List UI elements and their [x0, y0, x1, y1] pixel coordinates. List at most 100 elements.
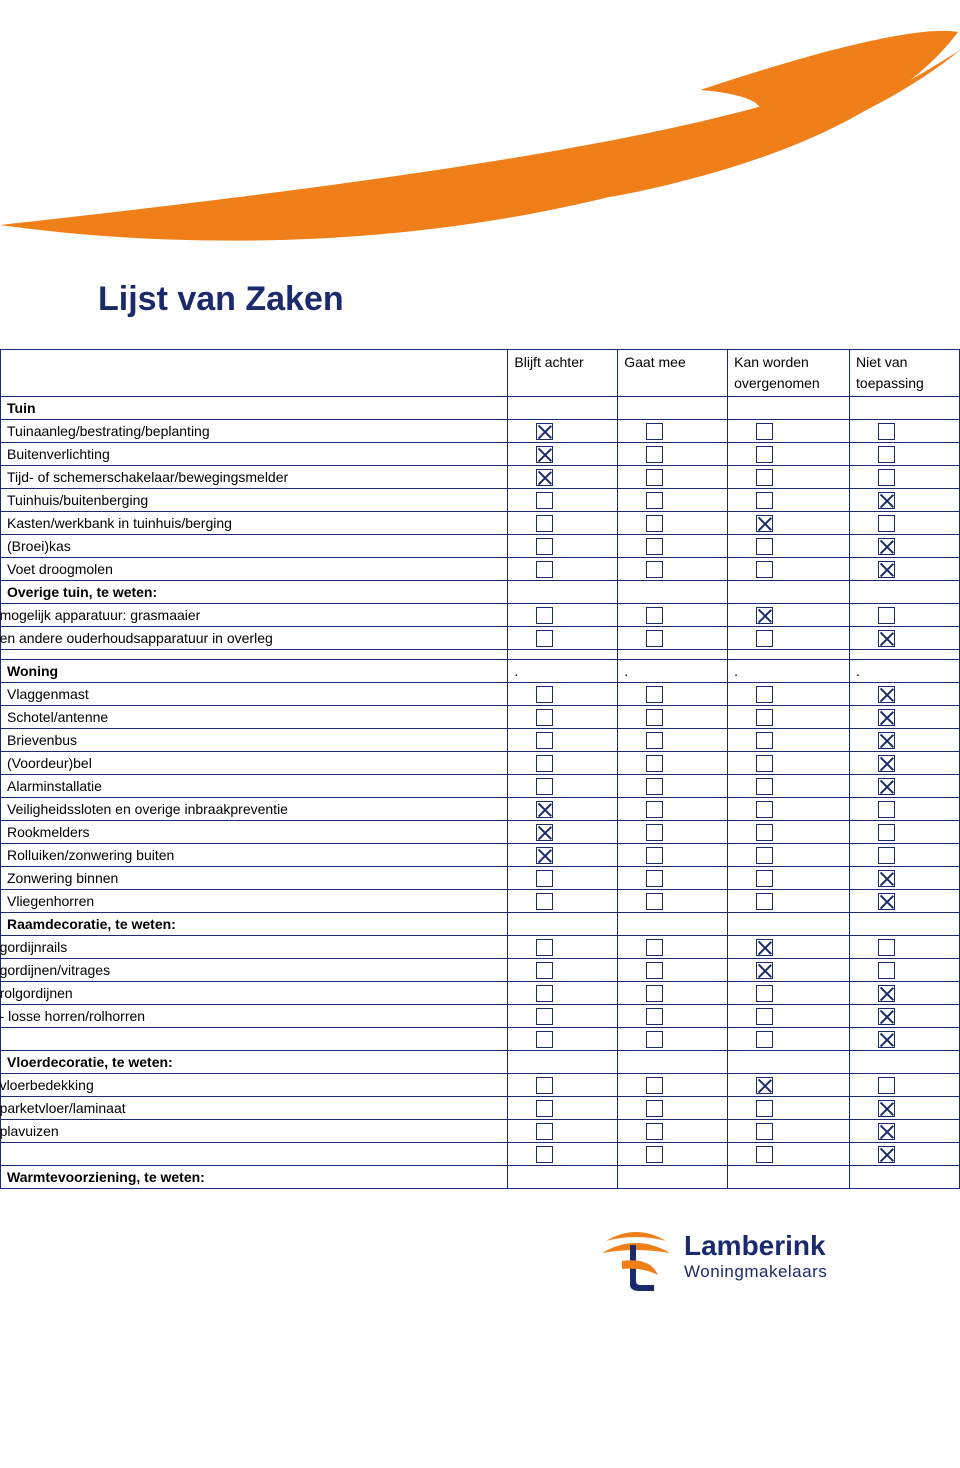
checkbox[interactable]: [878, 709, 895, 726]
checkbox[interactable]: [646, 686, 663, 703]
checkbox[interactable]: [878, 870, 895, 887]
checkbox[interactable]: [646, 607, 663, 624]
checkbox[interactable]: [878, 985, 895, 1002]
checkbox[interactable]: [536, 962, 553, 979]
checkbox[interactable]: [646, 962, 663, 979]
checkbox[interactable]: [536, 847, 553, 864]
checkbox[interactable]: [756, 939, 773, 956]
checkbox[interactable]: [756, 870, 773, 887]
checkbox[interactable]: [878, 732, 895, 749]
checkbox[interactable]: [878, 847, 895, 864]
checkbox[interactable]: [536, 1146, 553, 1163]
checkbox[interactable]: [878, 1100, 895, 1117]
checkbox[interactable]: [878, 755, 895, 772]
checkbox[interactable]: [536, 492, 553, 509]
checkbox[interactable]: [646, 709, 663, 726]
checkbox[interactable]: [756, 1008, 773, 1025]
checkbox[interactable]: [536, 446, 553, 463]
checkbox[interactable]: [536, 469, 553, 486]
checkbox[interactable]: [756, 469, 773, 486]
checkbox[interactable]: [646, 870, 663, 887]
checkbox[interactable]: [536, 778, 553, 795]
checkbox[interactable]: [878, 446, 895, 463]
checkbox[interactable]: [878, 630, 895, 647]
checkbox[interactable]: [878, 939, 895, 956]
checkbox[interactable]: [756, 801, 773, 818]
checkbox[interactable]: [536, 1077, 553, 1094]
checkbox[interactable]: [756, 778, 773, 795]
checkbox[interactable]: [756, 1123, 773, 1140]
checkbox[interactable]: [878, 962, 895, 979]
checkbox[interactable]: [878, 538, 895, 555]
checkbox[interactable]: [878, 801, 895, 818]
checkbox[interactable]: [536, 801, 553, 818]
checkbox[interactable]: [756, 1146, 773, 1163]
checkbox[interactable]: [756, 423, 773, 440]
checkbox[interactable]: [536, 515, 553, 532]
checkbox[interactable]: [878, 607, 895, 624]
checkbox[interactable]: [536, 607, 553, 624]
checkbox[interactable]: [878, 469, 895, 486]
checkbox[interactable]: [646, 538, 663, 555]
checkbox[interactable]: [646, 515, 663, 532]
checkbox[interactable]: [536, 755, 553, 772]
checkbox[interactable]: [646, 630, 663, 647]
checkbox[interactable]: [536, 561, 553, 578]
checkbox[interactable]: [756, 686, 773, 703]
checkbox[interactable]: [756, 561, 773, 578]
checkbox[interactable]: [878, 686, 895, 703]
checkbox[interactable]: [756, 755, 773, 772]
checkbox[interactable]: [646, 1100, 663, 1117]
checkbox[interactable]: [646, 939, 663, 956]
checkbox[interactable]: [646, 469, 663, 486]
checkbox[interactable]: [878, 1123, 895, 1140]
checkbox[interactable]: [756, 515, 773, 532]
checkbox[interactable]: [878, 1146, 895, 1163]
checkbox[interactable]: [756, 893, 773, 910]
checkbox[interactable]: [536, 630, 553, 647]
checkbox[interactable]: [646, 847, 663, 864]
checkbox[interactable]: [878, 893, 895, 910]
checkbox[interactable]: [536, 985, 553, 1002]
checkbox[interactable]: [756, 847, 773, 864]
checkbox[interactable]: [646, 446, 663, 463]
checkbox[interactable]: [646, 732, 663, 749]
checkbox[interactable]: [878, 492, 895, 509]
checkbox[interactable]: [536, 538, 553, 555]
checkbox[interactable]: [756, 538, 773, 555]
checkbox[interactable]: [756, 446, 773, 463]
checkbox[interactable]: [536, 939, 553, 956]
checkbox[interactable]: [878, 515, 895, 532]
checkbox[interactable]: [646, 561, 663, 578]
checkbox[interactable]: [536, 709, 553, 726]
checkbox[interactable]: [646, 1031, 663, 1048]
checkbox[interactable]: [878, 1077, 895, 1094]
checkbox[interactable]: [646, 1077, 663, 1094]
checkbox[interactable]: [756, 1077, 773, 1094]
checkbox[interactable]: [756, 824, 773, 841]
checkbox[interactable]: [646, 1146, 663, 1163]
checkbox[interactable]: [646, 423, 663, 440]
checkbox[interactable]: [756, 709, 773, 726]
checkbox[interactable]: [536, 1100, 553, 1117]
checkbox[interactable]: [756, 962, 773, 979]
checkbox[interactable]: [536, 423, 553, 440]
checkbox[interactable]: [756, 1031, 773, 1048]
checkbox[interactable]: [646, 1123, 663, 1140]
checkbox[interactable]: [756, 732, 773, 749]
checkbox[interactable]: [646, 755, 663, 772]
checkbox[interactable]: [878, 778, 895, 795]
checkbox[interactable]: [536, 1123, 553, 1140]
checkbox[interactable]: [878, 1008, 895, 1025]
checkbox[interactable]: [536, 732, 553, 749]
checkbox[interactable]: [536, 1031, 553, 1048]
checkbox[interactable]: [646, 778, 663, 795]
checkbox[interactable]: [646, 824, 663, 841]
checkbox[interactable]: [878, 561, 895, 578]
checkbox[interactable]: [536, 870, 553, 887]
checkbox[interactable]: [536, 1008, 553, 1025]
checkbox[interactable]: [756, 630, 773, 647]
checkbox[interactable]: [756, 1100, 773, 1117]
checkbox[interactable]: [646, 893, 663, 910]
checkbox[interactable]: [878, 423, 895, 440]
